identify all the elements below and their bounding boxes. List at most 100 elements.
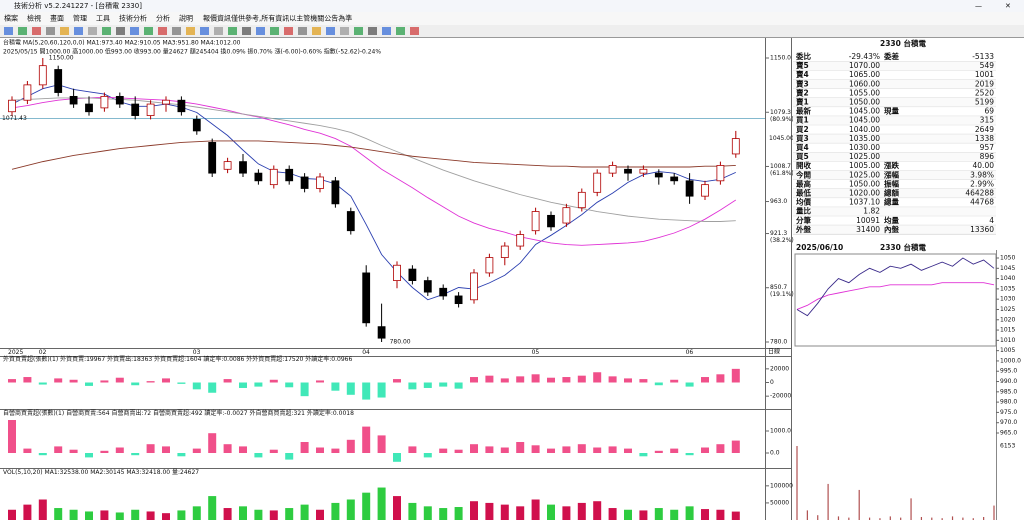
bar — [408, 446, 417, 453]
quote-value: 5199 — [975, 98, 994, 107]
menu-item[interactable]: 說明 — [179, 14, 193, 23]
bar — [346, 382, 355, 395]
toolbar-button[interactable] — [172, 27, 181, 35]
toolbar-button[interactable] — [4, 27, 13, 35]
row-background — [793, 107, 996, 117]
candle-body — [577, 191, 586, 209]
bar — [470, 501, 478, 520]
chart-info: 台積電 MA(5,20,60,120,0,0) MA1:973.40 MA2:9… — [3, 39, 241, 47]
toolbar-button[interactable] — [158, 27, 167, 35]
intraday-volume — [858, 489, 860, 520]
y-tick-label: 975.0 — [1000, 409, 1017, 416]
toolbar-button[interactable] — [382, 27, 391, 35]
toolbar-button[interactable] — [74, 27, 83, 35]
toolbar-button[interactable] — [284, 27, 293, 35]
y-tick-label: 1040 — [1000, 275, 1015, 282]
menu-item[interactable]: 管理 — [73, 14, 87, 23]
bar — [331, 448, 340, 453]
bar — [593, 501, 602, 520]
minimize-button[interactable]: — — [975, 2, 982, 10]
toolbar-button[interactable] — [214, 27, 223, 35]
candle-body — [377, 326, 386, 339]
date-label: 03 — [193, 349, 201, 356]
close-button[interactable]: ✕ — [1005, 2, 1011, 10]
toolbar-button[interactable] — [242, 27, 251, 35]
toolbar-button[interactable] — [298, 27, 307, 35]
intraday-volume — [796, 446, 798, 520]
candle-body — [285, 168, 294, 182]
candle-body — [731, 138, 740, 155]
toolbar-button[interactable] — [144, 27, 153, 35]
toolbar-button[interactable] — [46, 27, 55, 35]
bar — [100, 450, 109, 453]
y-tick-label: 995.0 — [1000, 368, 1017, 375]
toolbar-button[interactable] — [256, 27, 265, 35]
moving-average — [11, 97, 736, 222]
bar — [239, 382, 247, 388]
toolbar-button[interactable] — [102, 27, 111, 35]
toolbar-button[interactable] — [396, 27, 405, 35]
bar — [377, 435, 386, 453]
menu-item[interactable]: 檢視 — [27, 14, 41, 23]
quote-value: 40.00 — [973, 161, 995, 170]
quote-value: 2.99% — [970, 179, 994, 188]
candle-body — [223, 161, 232, 170]
toolbar-button[interactable] — [228, 27, 237, 35]
menu-item[interactable]: 工具 — [96, 15, 110, 23]
panel-label: VOL(5,10,20) MA1:32538.00 MA2:30145 MA3:… — [3, 469, 199, 476]
toolbar-button[interactable] — [312, 27, 321, 35]
toolbar-button[interactable] — [326, 27, 335, 35]
y-tick-label: 970.0 — [1000, 419, 1017, 426]
bar — [362, 492, 371, 520]
last-price-label: 1045.00 — [769, 135, 794, 142]
candle-body — [331, 180, 340, 205]
toolbar-button[interactable] — [88, 27, 97, 35]
toolbar-button[interactable] — [200, 27, 209, 35]
y-tick-label: 1000.0 — [770, 428, 791, 435]
candle-body — [54, 69, 63, 93]
candle-body — [470, 272, 478, 301]
y-tick-label: 1030 — [1000, 296, 1015, 303]
quote-value: 3.98% — [970, 170, 994, 179]
toolbar-button[interactable] — [368, 27, 377, 35]
bar — [23, 448, 32, 453]
candle-body — [547, 214, 555, 228]
menu-item[interactable]: 報價資訊僅供參考,所有資訊以主管機關公告為準 — [203, 14, 352, 23]
row-background — [793, 79, 996, 89]
menu-item[interactable]: 技術分析 — [119, 14, 147, 23]
bar — [731, 511, 740, 520]
toolbar-button[interactable] — [270, 27, 279, 35]
toolbar-button[interactable] — [186, 27, 195, 35]
candle-body — [192, 119, 201, 132]
bar — [439, 448, 448, 453]
intraday-header: 2330 台積電 — [880, 242, 926, 252]
intraday-volume — [889, 516, 891, 520]
bar — [300, 382, 309, 397]
menu-item[interactable]: 分析 — [156, 14, 170, 23]
intraday-volume — [962, 517, 964, 520]
row-background — [793, 207, 996, 217]
toolbar-button[interactable] — [18, 27, 27, 35]
bar — [423, 453, 432, 458]
period-label[interactable]: 日線 — [768, 348, 780, 356]
toolbar-button[interactable] — [340, 27, 349, 35]
toolbar-button[interactable] — [60, 27, 69, 35]
bar — [316, 380, 324, 383]
menu-item[interactable]: 畫面 — [50, 14, 64, 23]
bar — [547, 504, 555, 520]
quote-label: 賣3 — [795, 78, 809, 88]
y-tick-label: 1020 — [1000, 316, 1015, 323]
bar — [516, 506, 525, 520]
toolbar-button[interactable] — [410, 27, 419, 35]
bar — [331, 502, 340, 520]
toolbar-button[interactable] — [354, 27, 363, 35]
row-background — [793, 52, 996, 62]
toolbar-button[interactable] — [130, 27, 139, 35]
bar — [69, 379, 78, 383]
row-background — [793, 170, 996, 180]
bar — [701, 447, 709, 453]
toolbar-button[interactable] — [116, 27, 125, 35]
menu-item[interactable]: 檔案 — [4, 14, 18, 23]
bar — [192, 448, 201, 453]
toolbar-button[interactable] — [32, 27, 41, 35]
